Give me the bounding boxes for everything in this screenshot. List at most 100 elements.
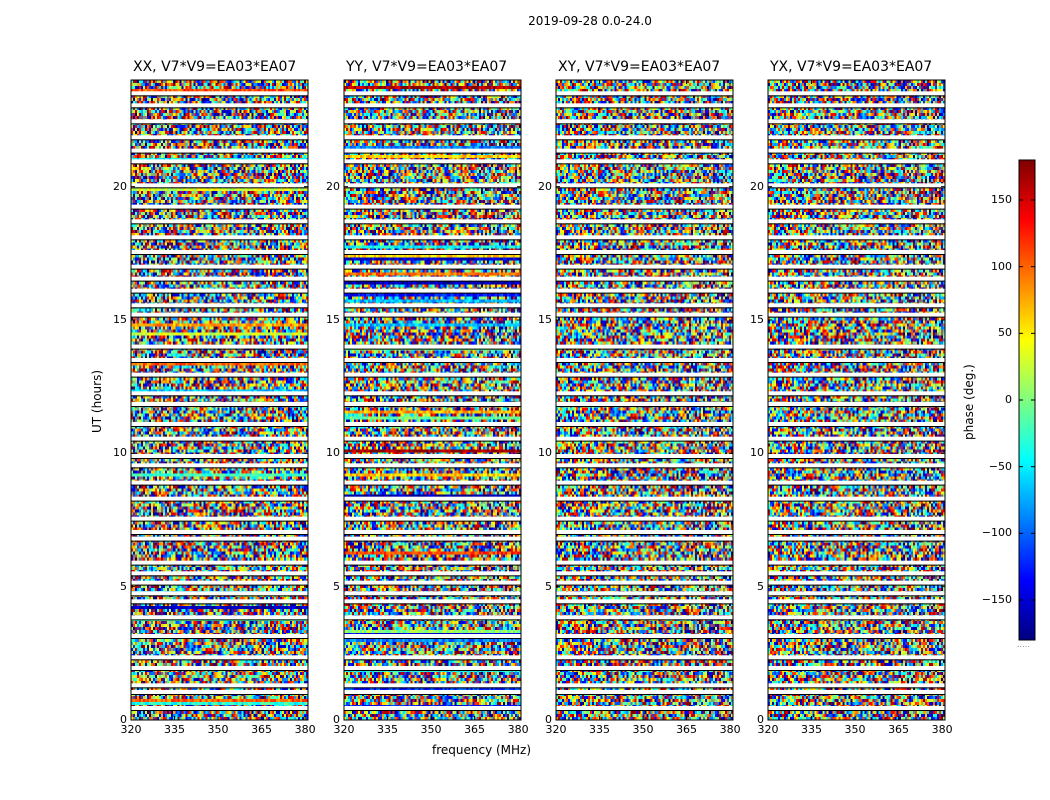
flagged-row	[768, 372, 945, 377]
flagged-row	[768, 235, 945, 240]
x-tick-label: 335	[164, 723, 186, 736]
flagged-row	[131, 402, 308, 406]
flagged-row	[131, 599, 308, 604]
x-tick-label: 335	[377, 723, 399, 736]
flagged-row	[556, 591, 733, 596]
x-tick-label: 380	[294, 723, 316, 736]
panel-yx-phase-image	[768, 80, 945, 720]
x-tick-label: 365	[676, 723, 698, 736]
flagged-row	[131, 560, 308, 565]
y-tick-label: 5	[333, 579, 340, 593]
flagged-row	[556, 204, 733, 209]
flagged-row	[344, 219, 521, 224]
flagged-row	[556, 250, 733, 254]
flagged-row	[556, 634, 733, 638]
flagged-row	[131, 480, 308, 485]
flagged-row	[768, 159, 945, 164]
flagged-row	[556, 463, 733, 468]
flagged-row	[131, 372, 308, 377]
flagged-row	[768, 634, 945, 638]
flagged-row	[131, 422, 308, 426]
flagged-row	[131, 571, 308, 576]
figure-title: 2019-09-28 0.0-24.0	[528, 14, 652, 28]
flagged-row	[131, 119, 308, 124]
flagged-row	[556, 219, 733, 224]
flagged-row	[556, 454, 733, 458]
flagged-row	[131, 344, 308, 349]
flagged-row	[131, 288, 308, 293]
flagged-row	[556, 480, 733, 485]
colorbar-tick-label: −100	[981, 526, 1012, 540]
y-tick-label: 10	[750, 446, 764, 460]
panel-frame	[130, 79, 309, 721]
panel-xx-phase-image	[131, 80, 308, 720]
flagged-row	[344, 276, 521, 281]
flagged-row	[768, 591, 945, 596]
flagged-row	[556, 530, 733, 534]
flagged-row	[344, 344, 521, 349]
flagged-row	[768, 690, 945, 694]
flagged-row	[344, 560, 521, 565]
panel-title-xx: XX, V7*V9=EA03*EA07	[133, 59, 297, 75]
panel-xy-phase-image	[556, 80, 733, 720]
x-tick-label: 365	[888, 723, 910, 736]
flagged-row	[131, 536, 308, 541]
flagged-row	[768, 436, 945, 441]
flagged-row	[768, 276, 945, 281]
flagged-row	[344, 264, 521, 269]
flagged-row	[556, 580, 733, 585]
flagged-row	[556, 516, 733, 521]
flagged-row	[344, 615, 521, 620]
flagged-row	[344, 303, 521, 308]
flagged-row	[131, 250, 308, 254]
x-tick-label: 320	[120, 723, 142, 736]
flagged-row	[131, 530, 308, 534]
flagged-row	[344, 436, 521, 441]
y-tick-label: 0	[333, 713, 340, 726]
flagged-row	[768, 148, 945, 153]
flagged-row	[556, 91, 733, 96]
x-tick-label: 380	[507, 723, 529, 736]
flagged-row	[344, 91, 521, 96]
flagged-row	[556, 560, 733, 565]
x-tick-label: 320	[333, 723, 355, 736]
panel-xx	[130, 79, 309, 721]
flagged-row	[556, 372, 733, 377]
flagged-row	[556, 159, 733, 164]
flagged-row	[768, 580, 945, 585]
flagged-row	[556, 312, 733, 317]
flagged-row	[556, 288, 733, 293]
flagged-row	[768, 204, 945, 209]
flagged-row	[344, 666, 521, 670]
flagged-row	[556, 496, 733, 501]
y-axis-label: UT (hours)	[90, 369, 104, 433]
x-tick-label: 365	[464, 723, 486, 736]
flagged-row	[768, 496, 945, 501]
flagged-row	[131, 516, 308, 521]
flagged-row	[556, 119, 733, 124]
flagged-row	[131, 580, 308, 585]
flagged-row	[768, 183, 945, 188]
flagged-row	[131, 436, 308, 441]
flagged-row	[344, 536, 521, 541]
flagged-row	[131, 91, 308, 96]
flagged-row	[344, 312, 521, 317]
flagged-row	[768, 103, 945, 108]
colorbar-tick-label: 150	[991, 193, 1012, 206]
flagged-row	[556, 536, 733, 541]
flagged-row	[344, 480, 521, 485]
flagged-row	[768, 303, 945, 308]
flagged-row	[131, 264, 308, 269]
panel-frame	[555, 79, 734, 721]
y-tick-label: 0	[545, 713, 552, 726]
flagged-row	[344, 496, 521, 501]
flagged-row	[344, 119, 521, 124]
flagged-row	[131, 103, 308, 108]
flagged-row	[556, 571, 733, 576]
y-tick-label: 15	[113, 313, 127, 326]
flagged-row	[556, 344, 733, 349]
flagged-row	[344, 183, 521, 188]
flagged-row	[131, 219, 308, 224]
flagged-row	[344, 159, 521, 164]
